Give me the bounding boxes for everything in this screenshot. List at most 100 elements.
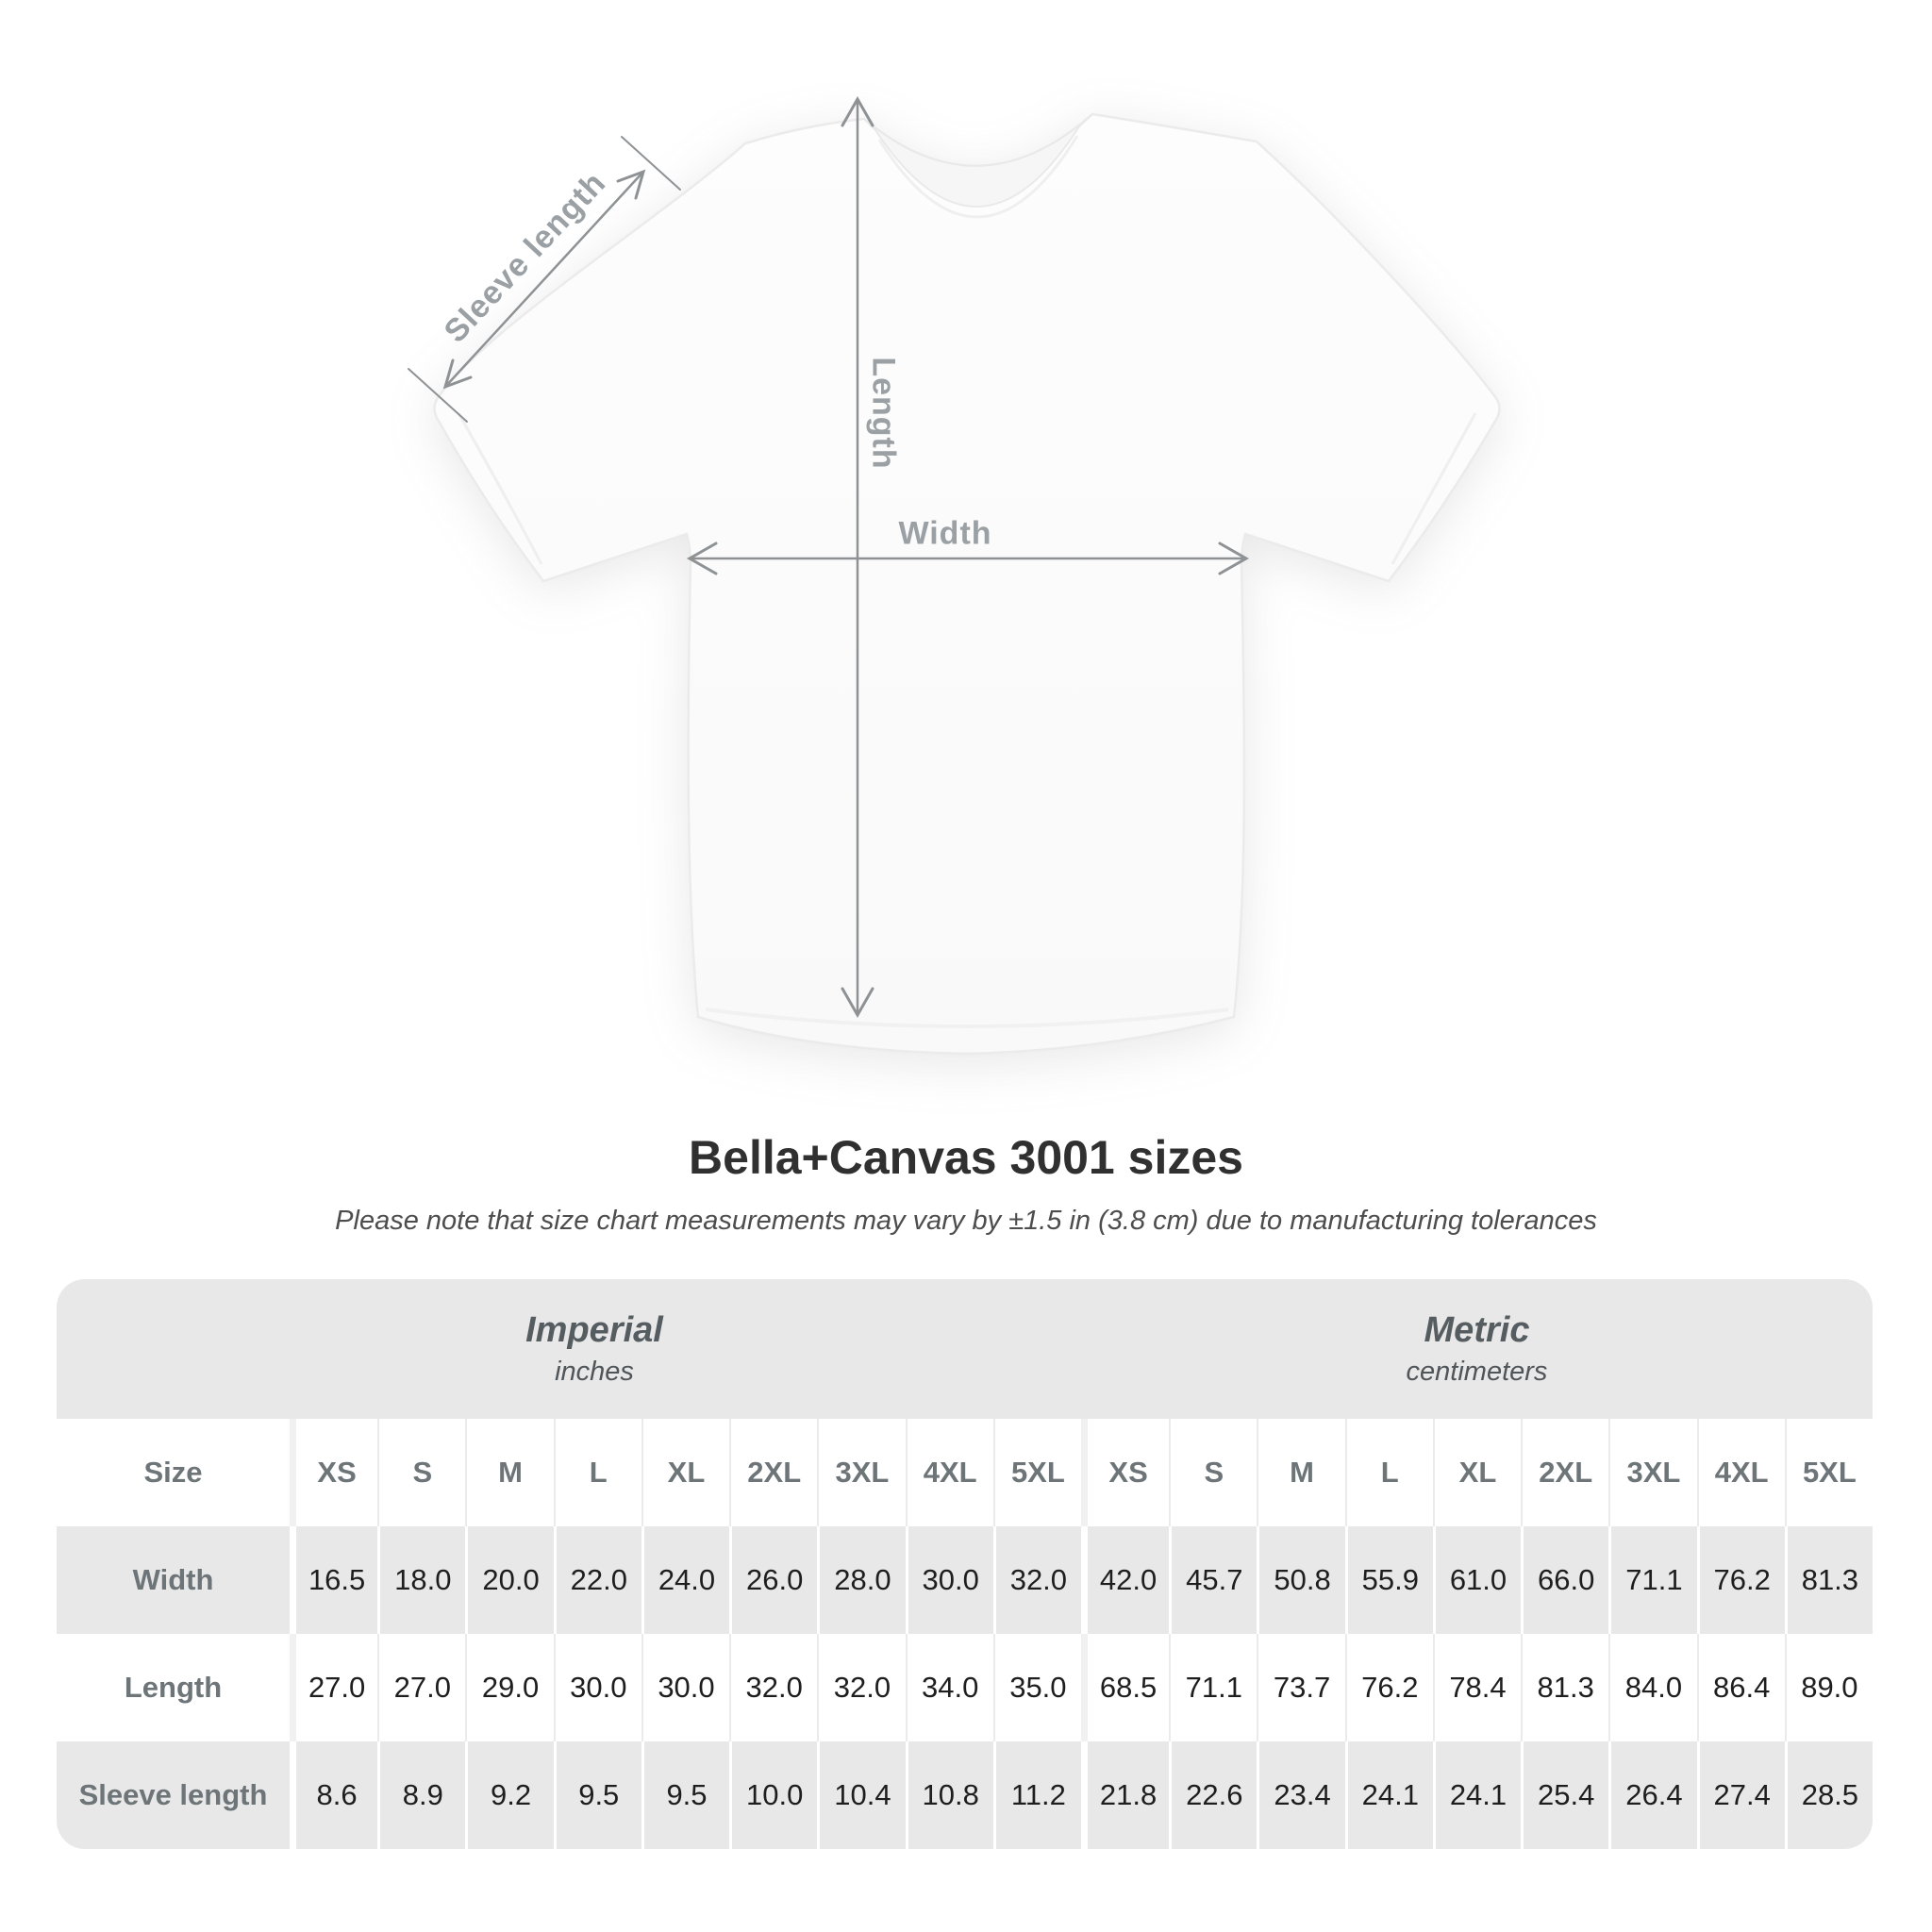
measurement-value-cell: 26.0 [729,1526,817,1634]
sleeve-length-arrow [408,136,681,423]
metric-sublabel: centimeters [1406,1357,1548,1387]
size-col-header: 2XL [1521,1419,1608,1526]
row-label-cell: Length [124,1671,223,1704]
measurement-value-cell: 32.0 [817,1634,905,1741]
size-col-header: S [377,1419,465,1526]
measurement-value-cell: 27.0 [377,1634,465,1741]
size-header-row: Size XS S M L XL 2XL 3XL 4XL 5XL XS S M L XL 2XL 3XL 4XL 5… [57,1419,1873,1526]
measurement-value-cell: 30.0 [641,1634,729,1741]
table-row: Length 27.0 27.0 29.0 30.0 30.0 32.0 32.0 34.0 35… [57,1634,1873,1741]
measurement-value-cell: 76.2 [1696,1526,1785,1634]
measurement-value-cell: 81.3 [1521,1634,1608,1741]
measurement-value-cell: 42.0 [1080,1526,1169,1634]
size-col-header: S [1169,1419,1257,1526]
measurement-value-cell: 32.0 [992,1526,1081,1634]
measurement-value-cell: 34.0 [905,1634,993,1741]
measurement-value-cell: 55.9 [1344,1526,1433,1634]
size-col-header: 3XL [817,1419,905,1526]
size-corner-cell: Size [143,1456,203,1489]
measurement-value-cell: 11.2 [992,1741,1081,1849]
size-col-header: 4XL [905,1419,993,1526]
measurement-value-cell: 24.1 [1344,1741,1433,1849]
imperial-label: Imperial [525,1310,663,1350]
measurement-value-cell: 30.0 [905,1526,993,1634]
measurement-value-cell: 29.0 [465,1634,553,1741]
measurement-value-cell: 20.0 [465,1526,553,1634]
size-col-header: XL [1432,1419,1521,1526]
measurement-value-cell: 86.4 [1696,1634,1785,1741]
measurement-value-cell: 24.0 [641,1526,729,1634]
collar [863,113,1093,208]
width-arrow [686,541,1250,575]
measurement-value-cell: 50.8 [1257,1526,1344,1634]
size-col-header: M [465,1419,553,1526]
measurement-value-cell: 10.4 [817,1741,905,1849]
measurement-value-cell: 73.7 [1257,1634,1344,1741]
measurement-value-cell: 8.6 [290,1741,377,1849]
size-col-header: M [1257,1419,1344,1526]
measurement-value-cell: 9.5 [641,1741,729,1849]
size-col-header: 5XL [1784,1419,1873,1526]
measurement-value-cell: 78.4 [1432,1634,1521,1741]
measurement-value-cell: 71.1 [1608,1526,1696,1634]
imperial-sublabel: inches [555,1357,634,1387]
size-col-header: 5XL [992,1419,1081,1526]
size-col-header: 4XL [1696,1419,1785,1526]
measurement-value-cell: 81.3 [1784,1526,1873,1634]
size-col-header: 2XL [729,1419,817,1526]
measurement-value-cell: 45.7 [1169,1526,1257,1634]
measurement-value-cell: 10.0 [729,1741,817,1849]
measurement-value-cell: 84.0 [1608,1634,1696,1741]
page-title: Bella+Canvas 3001 sizes [689,1131,1243,1184]
page-subtitle: Please note that size chart measurements… [335,1206,1597,1236]
measurement-value-cell: 22.0 [553,1526,641,1634]
measurement-value-cell: 21.8 [1080,1741,1169,1849]
measurement-value-cell: 26.4 [1608,1741,1696,1849]
measurement-value-cell: 25.4 [1521,1741,1608,1849]
measurement-value-cell: 27.0 [290,1634,377,1741]
measurement-value-cell: 28.5 [1784,1741,1873,1849]
table-row: Sleeve length 8.6 8.9 9.2 9.5 9.5 10.0 10.4 10.8… [57,1741,1873,1849]
length-arrow [841,95,874,1019]
measurement-value-cell: 66.0 [1521,1526,1608,1634]
length-label: Length [865,357,902,470]
tshirt-image [433,112,1501,1056]
size-table-body: Size XS S M L XL 2XL 3XL 4XL 5XL XS S M L XL 2XL 3XL 4XL 5… [57,1419,1873,1849]
measurement-value-cell: 27.4 [1696,1741,1785,1849]
measurement-value-cell: 24.1 [1432,1741,1521,1849]
measurement-value-cell: 22.6 [1169,1741,1257,1849]
measurement-value-cell: 71.1 [1169,1634,1257,1741]
metric-unit-group: Metric centimeters [1081,1279,1873,1419]
size-table: Imperial inches Metric centimeters Size X… [57,1279,1873,1849]
measurement-value-cell: 68.5 [1080,1634,1169,1741]
measurement-value-cell: 28.0 [817,1526,905,1634]
metric-label: Metric [1424,1310,1530,1350]
row-label-cell: Width [132,1563,214,1596]
measurement-value-cell: 89.0 [1784,1634,1873,1741]
measurement-value-cell: 35.0 [992,1634,1081,1741]
measurement-value-cell: 76.2 [1344,1634,1433,1741]
measurement-value-cell: 9.5 [553,1741,641,1849]
measurement-value-cell: 18.0 [377,1526,465,1634]
size-col-header: XS [290,1419,377,1526]
measurement-value-cell: 10.8 [905,1741,993,1849]
unit-band: Imperial inches Metric centimeters [57,1279,1873,1419]
table-row: Width 16.5 18.0 20.0 22.0 24.0 26.0 28.0 30.0 32.… [57,1526,1873,1634]
imperial-unit-group: Imperial inches [57,1279,1081,1419]
measurement-value-cell: 8.9 [377,1741,465,1849]
measurement-value-cell: 32.0 [729,1634,817,1741]
size-col-header: L [553,1419,641,1526]
size-col-header: XL [641,1419,729,1526]
measurement-value-cell: 23.4 [1257,1741,1344,1849]
row-label-cell: Sleeve length [78,1778,268,1811]
size-col-header: XS [1080,1419,1169,1526]
measurement-value-cell: 30.0 [553,1634,641,1741]
size-col-header: L [1344,1419,1433,1526]
measurement-value-cell: 61.0 [1432,1526,1521,1634]
measurement-value-cell: 9.2 [465,1741,553,1849]
width-label: Width [898,515,992,552]
size-col-header: 3XL [1608,1419,1696,1526]
measurement-value-cell: 16.5 [290,1526,377,1634]
